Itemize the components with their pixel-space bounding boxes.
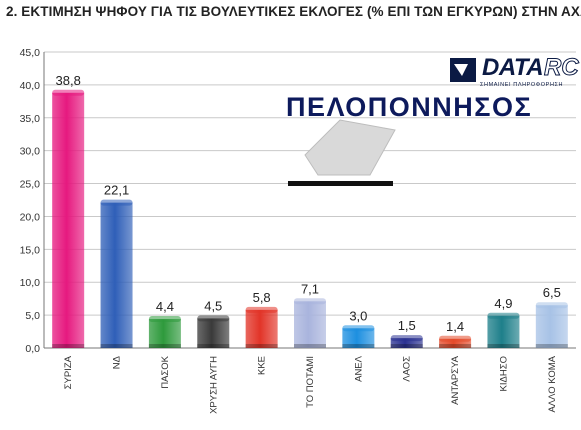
value-label: 3,0: [349, 308, 367, 323]
y-tick-label: 0,0: [25, 343, 40, 355]
category-label: ΣΥΡΙΖΑ: [63, 355, 74, 389]
category-label: ΝΔ: [112, 355, 123, 369]
bar-9: [487, 315, 520, 348]
value-label: 22,1: [104, 183, 129, 198]
y-tick-label: 15,0: [20, 244, 41, 256]
value-label: 5,8: [253, 290, 271, 305]
region-title: ΠΕΛΟΠΟΝΝΗΣΟΣ: [286, 92, 533, 122]
category-label: ΑΛΛΟ ΚΟΜΑ: [547, 355, 558, 412]
value-label: 1,4: [446, 319, 464, 334]
bar-1: [100, 202, 133, 348]
category-label: ΑΝΤΑΡΣΥΑ: [450, 355, 461, 404]
y-tick-label: 35,0: [20, 113, 41, 125]
ballot-slot-graphic: [288, 181, 393, 186]
logo-data-text: DATA: [482, 54, 544, 81]
bar-0: [52, 92, 85, 348]
bar-2: [148, 319, 181, 348]
ballot-box-icon: [450, 58, 476, 82]
bar-10: [535, 305, 568, 348]
value-label: 4,4: [156, 299, 174, 314]
bar-4: [245, 309, 278, 348]
bar-8: [439, 338, 472, 348]
category-label: ΚΚΕ: [257, 356, 268, 375]
value-label: 1,5: [398, 318, 416, 333]
category-label: ΧΡΥΣΗ ΑΥΓΗ: [208, 356, 219, 414]
bar-base: [197, 344, 230, 348]
y-tick-label: 25,0: [20, 179, 41, 191]
bar-base: [439, 344, 472, 348]
value-label: 6,5: [543, 285, 561, 300]
bar-base: [342, 344, 375, 348]
value-label: 38,8: [56, 73, 81, 88]
category-label: ΤΟ ΠΟΤΑΜΙ: [305, 356, 316, 408]
bar-base: [52, 344, 85, 348]
y-tick-label: 20,0: [20, 211, 41, 223]
logo-rc-text: RC: [544, 54, 580, 82]
value-label: 7,1: [301, 281, 319, 296]
bar-6: [342, 328, 375, 348]
bar-base: [100, 344, 133, 348]
y-tick-label: 40,0: [20, 80, 41, 92]
datarc-logo: DATA RC ΣΗΜΑΙΝΕΙ ΠΛΗΡΟΦΟΡΗΣΗ: [448, 54, 579, 92]
y-tick-label: 30,0: [20, 146, 41, 158]
category-label: ΑΝΕΛ: [353, 355, 364, 382]
bar-7: [390, 338, 423, 348]
y-tick-label: 45,0: [20, 47, 41, 59]
value-label: 4,5: [204, 298, 222, 313]
bar-base: [535, 344, 568, 348]
bar-base: [294, 344, 326, 348]
category-label: ΚΙΔΗΣΟ: [498, 356, 509, 391]
logo-tagline: ΣΗΜΑΙΝΕΙ ΠΛΗΡΟΦΟΡΗΣΗ: [480, 82, 564, 88]
bar-base: [148, 344, 181, 348]
y-tick-label: 5,0: [25, 310, 40, 322]
chart-title: 2. ΕΚΤΙΜΗΣΗ ΨΗΦΟΥ ΓΙΑ ΤΙΣ ΒΟΥΛΕΥΤΙΚΕΣ ΕΚ…: [6, 4, 581, 19]
category-label: ΠΑΣΟΚ: [160, 355, 171, 388]
bar-5: [294, 301, 326, 348]
category-label: ΛΑΟΣ: [402, 356, 413, 382]
value-label: 4,9: [494, 296, 512, 311]
ballot-paper-graphic: [304, 119, 396, 176]
bar-3: [197, 318, 230, 348]
y-tick-label: 10,0: [20, 277, 41, 289]
bar-base: [390, 344, 423, 348]
bar-base: [487, 344, 520, 348]
bar-base: [245, 344, 278, 348]
